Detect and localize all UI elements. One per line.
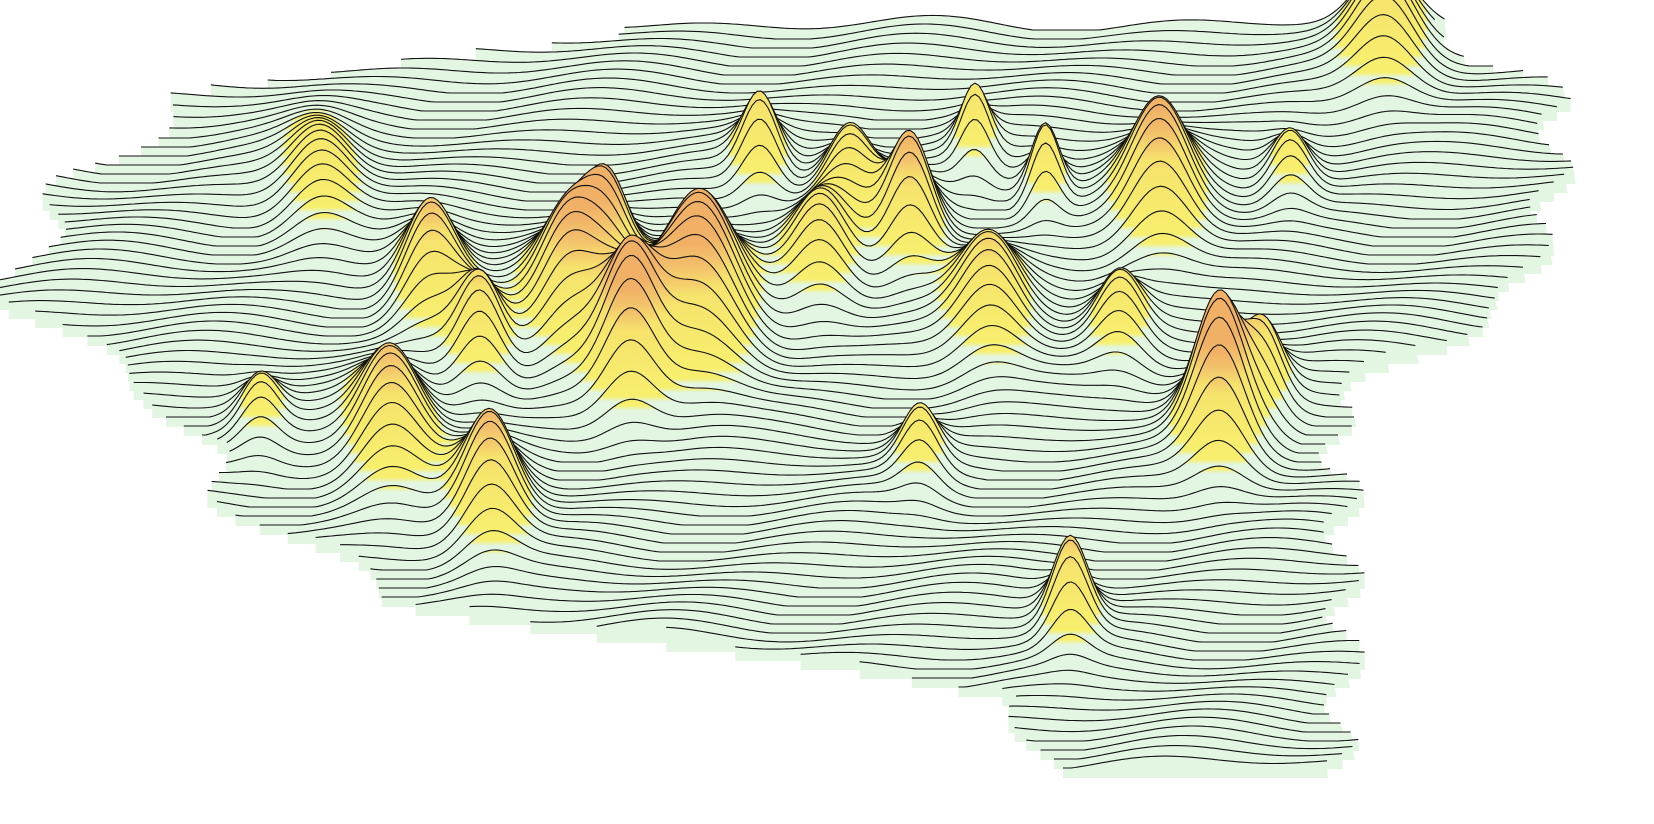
ridgelines bbox=[0, 0, 1576, 778]
page: (() => { JSON.parse(document.getElementB… bbox=[0, 0, 1654, 824]
relief-map bbox=[0, 0, 1654, 824]
